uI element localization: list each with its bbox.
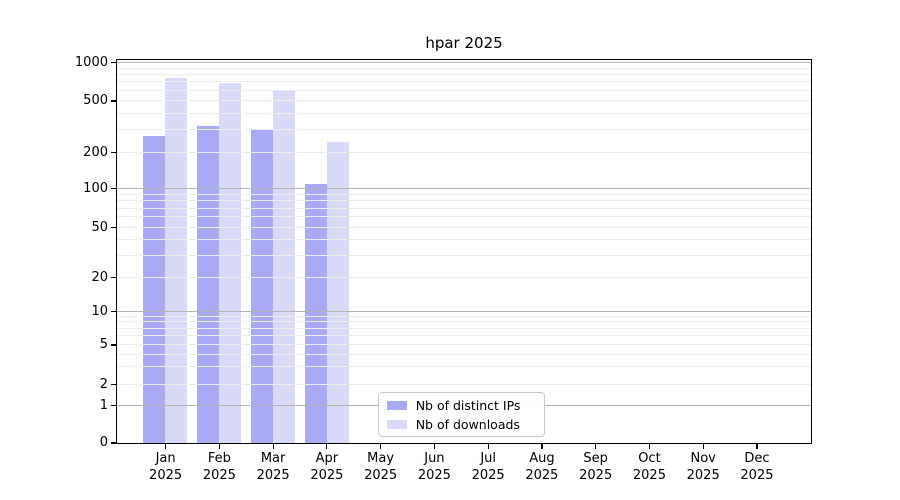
y-tick-label: 5 <box>99 337 108 352</box>
y-tick-label: 50 <box>91 219 108 235</box>
x-tick-mark <box>648 444 651 449</box>
gridline <box>116 74 811 76</box>
x-tick-label: Mar 2025 <box>256 451 290 483</box>
gridline <box>116 254 811 256</box>
plot-area: Nb of distinct IPs Nb of downloads <box>115 58 812 444</box>
gridline <box>116 112 811 114</box>
y-tick-mark <box>110 226 116 229</box>
legend-label: Nb of distinct IPs <box>415 397 521 413</box>
legend-swatch-icon <box>386 400 407 410</box>
gridline <box>116 128 811 130</box>
x-tick-mark <box>380 444 382 449</box>
y-tick-label: 10 <box>91 303 108 319</box>
gridline <box>116 353 811 355</box>
y-tick-label: 200 <box>83 144 108 160</box>
bar-distinct-ips-feb <box>197 126 220 443</box>
y-tick-label: 500 <box>83 93 108 108</box>
x-tick-mark <box>702 444 704 449</box>
x-tick-mark <box>326 444 328 449</box>
y-tick-mark <box>110 151 116 154</box>
y-tick-mark <box>110 61 116 64</box>
x-tick-label: Feb 2025 <box>202 451 236 483</box>
gridline <box>116 321 811 323</box>
legend-swatch-icon <box>386 419 407 429</box>
x-tick-label: Dec 2025 <box>740 451 774 483</box>
x-tick-mark <box>272 444 274 449</box>
gridline <box>116 238 811 240</box>
legend-label: Nb of downloads <box>415 416 520 432</box>
gridline <box>116 151 811 153</box>
x-tick-label: Jul 2025 <box>471 451 505 483</box>
gridline <box>116 90 811 92</box>
y-tick-label: 20 <box>91 269 108 285</box>
x-tick-mark <box>165 444 167 449</box>
x-tick-mark <box>756 444 758 449</box>
gridline <box>116 335 811 337</box>
y-tick-label: 100 <box>83 180 108 196</box>
x-tick-label: Apr 2025 <box>310 451 344 483</box>
gridline <box>116 100 811 102</box>
x-tick-mark <box>541 444 543 449</box>
gridline <box>116 193 811 195</box>
legend: Nb of distinct IPs Nb of downloads <box>377 391 545 437</box>
gridline <box>116 187 811 189</box>
y-tick-label: 2 <box>99 376 108 392</box>
x-tick-label: Aug 2025 <box>525 451 559 483</box>
gridline <box>116 200 811 202</box>
x-tick-label: Jun 2025 <box>417 451 451 483</box>
gridline <box>116 67 811 69</box>
gridline <box>116 310 811 312</box>
gridline <box>116 344 811 346</box>
gridline <box>116 383 811 385</box>
y-tick-mark <box>110 310 116 313</box>
grid-layer <box>116 60 811 443</box>
chart-title: hpar 2025 <box>425 34 503 52</box>
y-tick-mark <box>110 442 116 444</box>
legend-item: Nb of downloads <box>379 415 544 434</box>
bar-downloads-feb <box>219 83 242 443</box>
gridline <box>116 61 811 63</box>
x-tick-label: Oct 2025 <box>632 451 666 483</box>
x-tick-label: May 2025 <box>364 451 398 483</box>
x-tick-mark <box>487 444 489 449</box>
legend-item: Nb of distinct IPs <box>379 396 544 415</box>
y-tick-mark <box>110 383 116 386</box>
y-tick-label: 1 <box>99 397 108 413</box>
x-tick-mark <box>218 444 220 449</box>
bar-downloads-jan <box>165 78 188 443</box>
y-tick-mark <box>110 100 116 102</box>
gridline <box>116 81 811 83</box>
gridline <box>116 226 811 228</box>
gridline <box>116 366 811 368</box>
y-tick-label: 1000 <box>74 54 108 70</box>
gridline <box>116 207 811 209</box>
y-tick-mark <box>110 276 116 279</box>
x-tick-label: Jan 2025 <box>149 451 183 483</box>
x-tick-mark <box>433 444 435 449</box>
y-tick-mark <box>110 404 116 407</box>
bar-distinct-ips-apr <box>304 184 327 443</box>
x-tick-mark <box>595 444 597 449</box>
gridline <box>116 276 811 278</box>
y-tick-mark <box>110 344 116 346</box>
x-tick-label: Nov 2025 <box>686 451 720 483</box>
y-tick-mark <box>110 187 116 190</box>
x-tick-label: Sep 2025 <box>579 451 613 483</box>
gridline <box>116 327 811 329</box>
gridline <box>116 315 811 317</box>
bar-distinct-ips-jan <box>143 135 166 443</box>
y-tick-label: 0 <box>99 435 108 450</box>
gridline <box>116 216 811 218</box>
